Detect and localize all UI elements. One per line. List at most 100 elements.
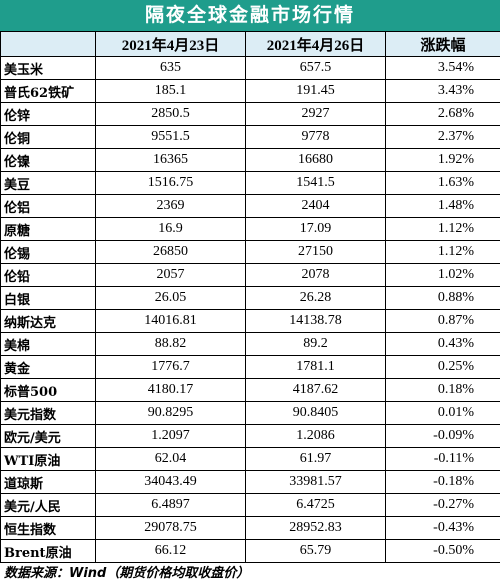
header-row: 2021年4月23日 2021年4月26日 涨跌幅: [0, 31, 500, 57]
cell: 1516.75: [95, 171, 246, 195]
cell: 16.9: [95, 217, 246, 241]
cell: 0.25%: [385, 355, 500, 379]
cell: -0.18%: [385, 470, 500, 494]
cell: 2057: [95, 263, 246, 287]
cell: 2078: [245, 263, 386, 287]
row-label: 伦锌: [0, 102, 96, 126]
column-header: 2021年4月23日: [95, 31, 246, 57]
table-row: 美棉 88.82 89.2 0.43%: [0, 332, 500, 356]
row-label: 恒生指数: [0, 516, 96, 540]
table-row: WTI原油 62.04 61.97 -0.11%: [0, 447, 500, 471]
cell: -0.43%: [385, 516, 500, 540]
table-row: 恒生指数 29078.75 28952.83 -0.43%: [0, 516, 500, 540]
row-label: 纳斯达克: [0, 309, 96, 333]
cell: -0.50%: [385, 539, 500, 563]
row-label: 美元/人民: [0, 493, 96, 517]
row-label: WTI原油: [0, 447, 96, 471]
cell: 2.37%: [385, 125, 500, 149]
cell: 2.68%: [385, 102, 500, 126]
cell: 89.2: [245, 332, 386, 356]
table-row: 普氏62铁矿 185.1 191.45 3.43%: [0, 79, 500, 103]
cell: 9778: [245, 125, 386, 149]
row-label: 黄金: [0, 355, 96, 379]
cell: 657.5: [245, 56, 386, 80]
cell: 2927: [245, 102, 386, 126]
table-row: 美豆 1516.75 1541.5 1.63%: [0, 171, 500, 195]
cell: 1.92%: [385, 148, 500, 172]
cell: 0.18%: [385, 378, 500, 402]
row-label: 美棉: [0, 332, 96, 356]
cell: 27150: [245, 240, 386, 264]
source-note: 数据来源：Wind（期货价格均取收盘价）: [4, 566, 250, 581]
cell: 2850.5: [95, 102, 246, 126]
row-label: 美玉米: [0, 56, 96, 80]
cell: 34043.49: [95, 470, 246, 494]
cell: 17.09: [245, 217, 386, 241]
cell: 26850: [95, 240, 246, 264]
title: 隔夜全球金融市场行情: [0, 0, 500, 31]
cell: 635: [95, 56, 246, 80]
table-row: 纳斯达克 14016.81 14138.78 0.87%: [0, 309, 500, 333]
cell: 1.12%: [385, 217, 500, 241]
row-label: 伦铝: [0, 194, 96, 218]
table-body: 美玉米 635 657.5 3.54% 普氏62铁矿 185.1 191.45 3.43% 伦锌…: [0, 56, 500, 563]
cell: 29078.75: [95, 516, 246, 540]
row-label: 普氏62铁矿: [0, 79, 96, 103]
cell: 66.12: [95, 539, 246, 563]
cell: 0.88%: [385, 286, 500, 310]
cell: 191.45: [245, 79, 386, 103]
table-row: 伦镍 16365 16680 1.92%: [0, 148, 500, 172]
cell: 16365: [95, 148, 246, 172]
cell: 26.05: [95, 286, 246, 310]
cell: 1781.1: [245, 355, 386, 379]
table-row: 伦铝 2369 2404 1.48%: [0, 194, 500, 218]
cell: -0.09%: [385, 424, 500, 448]
cell: 16680: [245, 148, 386, 172]
row-label: 道琼斯: [0, 470, 96, 494]
cell: 90.8405: [245, 401, 386, 425]
cell: 4180.17: [95, 378, 246, 402]
row-label: 美元指数: [0, 401, 96, 425]
cell: 0.43%: [385, 332, 500, 356]
row-label: 欧元/美元: [0, 424, 96, 448]
cell: 28952.83: [245, 516, 386, 540]
table-row: 伦铜 9551.5 9778 2.37%: [0, 125, 500, 149]
row-label: Brent原油: [0, 539, 96, 563]
cell: -0.11%: [385, 447, 500, 471]
cell: 26.28: [245, 286, 386, 310]
row-label: 伦铜: [0, 125, 96, 149]
table-row: 道琼斯 34043.49 33981.57 -0.18%: [0, 470, 500, 494]
row-label: 标普500: [0, 378, 96, 402]
row-label: 美豆: [0, 171, 96, 195]
cell: 1.02%: [385, 263, 500, 287]
cell: 1776.7: [95, 355, 246, 379]
cell: 6.4725: [245, 493, 386, 517]
cell: 33981.57: [245, 470, 386, 494]
cell: -0.27%: [385, 493, 500, 517]
table-row: Brent原油 66.12 65.79 -0.50%: [0, 539, 500, 563]
cell: 2404: [245, 194, 386, 218]
row-label: 伦镍: [0, 148, 96, 172]
table-row: 白银 26.05 26.28 0.88%: [0, 286, 500, 310]
cell: 3.54%: [385, 56, 500, 80]
row-label: 伦锡: [0, 240, 96, 264]
cell: 14016.81: [95, 309, 246, 333]
column-header: 2021年4月26日: [245, 31, 386, 57]
table-row: 黄金 1776.7 1781.1 0.25%: [0, 355, 500, 379]
cell: 90.8295: [95, 401, 246, 425]
cell: 0.01%: [385, 401, 500, 425]
header-cell: [0, 31, 96, 57]
cell: 1.2086: [245, 424, 386, 448]
cell: 88.82: [95, 332, 246, 356]
table-row: 欧元/美元 1.2097 1.2086 -0.09%: [0, 424, 500, 448]
cell: 1541.5: [245, 171, 386, 195]
table-row: 原糖 16.9 17.09 1.12%: [0, 217, 500, 241]
cell: 1.48%: [385, 194, 500, 218]
table-row: 美元/人民 6.4897 6.4725 -0.27%: [0, 493, 500, 517]
table-row: 美玉米 635 657.5 3.54%: [0, 56, 500, 80]
row-label: 原糖: [0, 217, 96, 241]
cell: 4187.62: [245, 378, 386, 402]
cell: 1.63%: [385, 171, 500, 195]
cell: 1.12%: [385, 240, 500, 264]
